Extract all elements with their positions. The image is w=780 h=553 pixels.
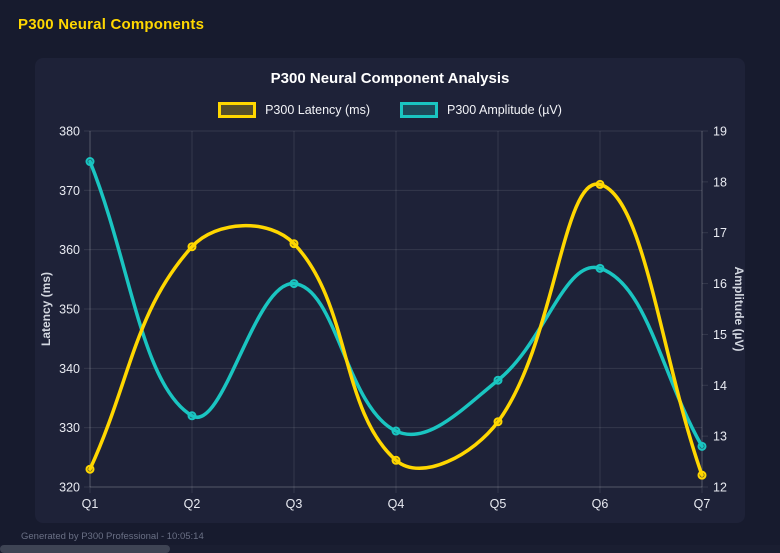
x-axis-tick-label: Q1 — [82, 497, 99, 511]
horizontal-scrollbar[interactable] — [0, 545, 780, 553]
axis-tick-labels: 320 330 340 350 360 370 380 12 13 14 15 16 17 18 19 Q1 Q… — [59, 125, 727, 512]
data-point[interactable] — [595, 263, 605, 273]
footer-status: Generated by P300 Professional - 10:05:1… — [21, 531, 204, 542]
x-axis-tick-label: Q3 — [286, 497, 303, 511]
right-axis-tick-label: 19 — [713, 125, 727, 139]
data-point[interactable] — [187, 411, 197, 421]
right-axis-tick-label: 15 — [713, 328, 727, 342]
legend-label: P300 Latency (ms) — [265, 103, 370, 117]
chart-canvas[interactable]: 320 330 340 350 360 370 380 12 13 14 15 16 17 18 19 Q1 Q… — [35, 58, 745, 523]
x-axis-tick-label: Q2 — [184, 497, 201, 511]
legend-item-amplitude[interactable]: P300 Amplitude (µV) — [400, 102, 562, 118]
x-axis-tick-label: Q6 — [592, 497, 609, 511]
data-point[interactable] — [595, 179, 605, 189]
chart-title: P300 Neural Component Analysis — [270, 70, 510, 87]
legend-swatch — [400, 102, 438, 118]
right-axis-tick-label: 18 — [713, 175, 727, 189]
left-axis-tick-label: 360 — [59, 243, 80, 257]
axis-titles: Latency (ms) Amplitude (µV) — [39, 267, 745, 352]
legend-swatch — [218, 102, 257, 118]
x-axis-tick-label: Q4 — [388, 497, 405, 511]
data-point[interactable] — [289, 239, 299, 249]
legend-label: P300 Amplitude (µV) — [447, 103, 562, 117]
chart-legend: P300 Latency (ms) P300 Amplitude (µV) — [35, 102, 745, 118]
right-axis-tick-label: 16 — [713, 277, 727, 291]
data-point[interactable] — [85, 464, 95, 474]
right-axis-tick-label: 14 — [713, 379, 727, 393]
series-line — [88, 159, 704, 449]
data-point[interactable] — [493, 375, 503, 385]
right-axis-tick-label: 13 — [713, 430, 727, 444]
left-axis-tick-label: 370 — [59, 184, 80, 198]
right-axis-title: Amplitude (µV) — [732, 267, 745, 352]
axis-borders — [89, 131, 703, 488]
x-axis-tick-label: Q7 — [694, 497, 711, 511]
axis-ticks — [84, 130, 708, 493]
data-point[interactable] — [391, 426, 401, 436]
series-latency — [85, 179, 707, 480]
left-axis-tick-label: 380 — [59, 125, 80, 139]
data-point[interactable] — [697, 441, 707, 451]
data-point[interactable] — [187, 242, 197, 252]
series-amplitude — [85, 157, 707, 451]
data-point[interactable] — [697, 470, 707, 480]
horizontal-scrollbar-thumb[interactable] — [0, 545, 170, 553]
series-line — [88, 182, 704, 477]
data-point[interactable] — [493, 417, 503, 427]
data-point[interactable] — [85, 157, 95, 167]
grid-lines — [89, 130, 703, 488]
data-point[interactable] — [289, 279, 299, 289]
right-axis-tick-label: 17 — [713, 226, 727, 240]
left-axis-title: Latency (ms) — [39, 272, 53, 346]
data-point[interactable] — [391, 455, 401, 465]
chart-card: 320 330 340 350 360 370 380 12 13 14 15 16 17 18 19 Q1 Q… — [35, 58, 745, 523]
page-title: P300 Neural Components — [18, 16, 205, 33]
legend-item-latency[interactable]: P300 Latency (ms) — [218, 102, 370, 118]
left-axis-tick-label: 350 — [59, 303, 80, 317]
x-axis-tick-label: Q5 — [490, 497, 507, 511]
right-axis-tick-label: 12 — [713, 481, 727, 495]
left-axis-tick-label: 330 — [59, 421, 80, 435]
left-axis-tick-label: 340 — [59, 362, 80, 376]
left-axis-tick-label: 320 — [59, 481, 80, 495]
